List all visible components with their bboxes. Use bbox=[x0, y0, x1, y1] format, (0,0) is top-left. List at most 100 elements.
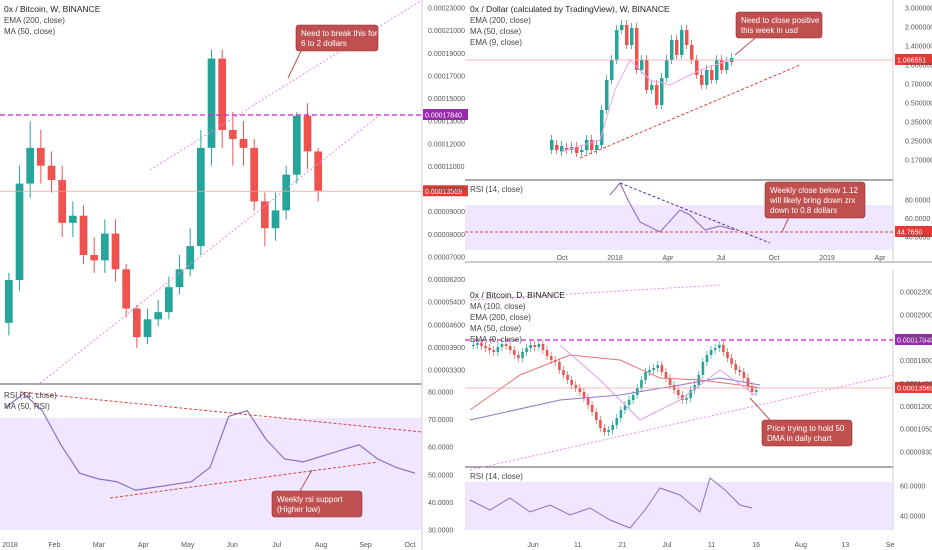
tr-rsi-note-box bbox=[764, 181, 866, 219]
br-candle-body bbox=[718, 345, 721, 348]
left-rsi-support bbox=[109, 461, 379, 499]
br-note-text: Price trying to hold 50 bbox=[767, 424, 845, 433]
tr-y-tick: 0.170000 bbox=[905, 158, 932, 165]
left-y-tick: 0.00003900 bbox=[428, 345, 465, 352]
br-price-tag: 0.00013569 bbox=[897, 386, 932, 393]
br-candle-body bbox=[627, 400, 631, 405]
left-rsi-tick: 30.0000 bbox=[428, 528, 453, 535]
candle-body bbox=[293, 115, 301, 175]
tr-candle-body bbox=[600, 110, 604, 145]
br-candle-body bbox=[689, 390, 692, 398]
left-rsi-note-text: Weekly rsi support bbox=[277, 495, 343, 504]
tr-candle-body bbox=[695, 60, 699, 75]
br-rsi-title: RSI (14, close) bbox=[470, 472, 523, 481]
br-upper-line bbox=[469, 284, 721, 301]
candle-body bbox=[239, 138, 248, 148]
left-y-tick: 0.00015000 bbox=[428, 96, 465, 103]
left-y-tick: 0.00007000 bbox=[428, 254, 465, 261]
br-candle-body bbox=[738, 370, 742, 372]
br-candle-body bbox=[496, 347, 500, 352]
br-candle-body bbox=[636, 388, 639, 395]
br-candle-body bbox=[595, 412, 598, 420]
tr-candle-body bbox=[575, 147, 579, 153]
left-rsi-tick: 80.0000 bbox=[428, 390, 453, 397]
br-candle-body bbox=[726, 352, 729, 358]
left-rsi-note-pointer bbox=[299, 469, 313, 492]
tr-chart-title: 0x / Dollar (calculated by TradingView),… bbox=[470, 4, 670, 14]
br-candle-body bbox=[521, 352, 524, 358]
br-x-tick: 11 bbox=[708, 542, 715, 549]
br-candle-body bbox=[566, 375, 569, 380]
tr-candle-body bbox=[645, 60, 649, 90]
candle-body bbox=[271, 210, 280, 229]
br-candle-body bbox=[504, 344, 508, 346]
left-x-tick: Sep bbox=[359, 542, 372, 549]
br-candle-body bbox=[668, 378, 672, 385]
left-rsi-tick: 60.0000 bbox=[428, 445, 453, 452]
tr-note-pointer bbox=[734, 33, 761, 56]
br-candle-body bbox=[631, 395, 635, 400]
br-candle-body bbox=[578, 388, 582, 392]
br-x-tick: Jul bbox=[662, 542, 671, 549]
br-candle-body bbox=[480, 343, 483, 346]
tr-rsi-tick: 60.0000 bbox=[905, 216, 930, 223]
br-chart-legend-item: MA (100, close) bbox=[470, 302, 526, 311]
left-note-text: Need to break this for 1. bbox=[301, 29, 386, 38]
br-candle-body bbox=[513, 350, 516, 355]
left-rsi-tick: 40.0000 bbox=[428, 500, 453, 507]
tr-candle-body bbox=[685, 30, 689, 45]
left-y-tick: 0.00012000 bbox=[428, 141, 465, 148]
br-candle-body bbox=[672, 385, 676, 390]
br-x-tick: 11 bbox=[574, 542, 581, 549]
left-x-tick: Feb bbox=[48, 542, 60, 549]
candle-body bbox=[282, 174, 291, 211]
left-y-tick: 0.00010000 bbox=[428, 187, 465, 194]
tr-rsi-note-text: down to 0.8 dollars bbox=[770, 206, 837, 215]
br-candle-body bbox=[488, 348, 491, 350]
tr-chart-legend-item: MA (50, close) bbox=[470, 27, 521, 36]
br-candle-body bbox=[533, 345, 537, 347]
candle-body bbox=[261, 201, 269, 229]
br-candle-body bbox=[722, 345, 725, 352]
br-candle-body bbox=[508, 346, 512, 350]
tr-y-tick: 3.000000 bbox=[905, 6, 932, 13]
br-candle-body bbox=[529, 345, 532, 348]
br-candle-body bbox=[492, 350, 496, 352]
tr-candle-body bbox=[555, 145, 559, 150]
tr-y-tick: 0.700000 bbox=[905, 82, 932, 89]
tr-candle-body bbox=[590, 140, 594, 150]
candle-body bbox=[5, 280, 13, 323]
br-candle-body bbox=[734, 364, 737, 370]
br-ema200 bbox=[469, 354, 761, 411]
tr-candle-body bbox=[620, 25, 624, 30]
left-rsi-line bbox=[4, 392, 416, 491]
left-y-tick: 0.00019000 bbox=[428, 51, 465, 58]
br-x-tick: 13 bbox=[841, 542, 849, 549]
tr-rsi-note-text: Weekly close below 1.12 bbox=[770, 186, 858, 195]
br-candle-body bbox=[701, 362, 705, 375]
tr-y-tick: 1.000000 bbox=[905, 63, 932, 70]
left-level-tag: 0.00017840 bbox=[425, 113, 462, 120]
br-note-pointer bbox=[749, 397, 771, 421]
tr-rsi-title: RSI (14, close) bbox=[470, 185, 523, 194]
tr-candle-body bbox=[725, 62, 729, 70]
candle-body bbox=[218, 58, 227, 131]
br-candle-body bbox=[558, 362, 561, 370]
tr-candle-body bbox=[635, 28, 639, 70]
br-candle-body bbox=[545, 350, 549, 356]
br-candle-body bbox=[590, 405, 594, 412]
tr-candle-body bbox=[625, 25, 629, 45]
candle-body bbox=[69, 215, 77, 223]
candle-body bbox=[175, 269, 184, 288]
tr-y-tick: 1.400000 bbox=[905, 44, 932, 51]
br-x-tick: Se bbox=[886, 542, 895, 549]
br-candle-body bbox=[599, 420, 602, 428]
br-candle-body bbox=[681, 395, 684, 400]
br-candle-body bbox=[603, 428, 606, 432]
br-candle-body bbox=[537, 344, 541, 347]
tr-candle-body bbox=[630, 28, 634, 45]
candle-body bbox=[47, 165, 56, 180]
